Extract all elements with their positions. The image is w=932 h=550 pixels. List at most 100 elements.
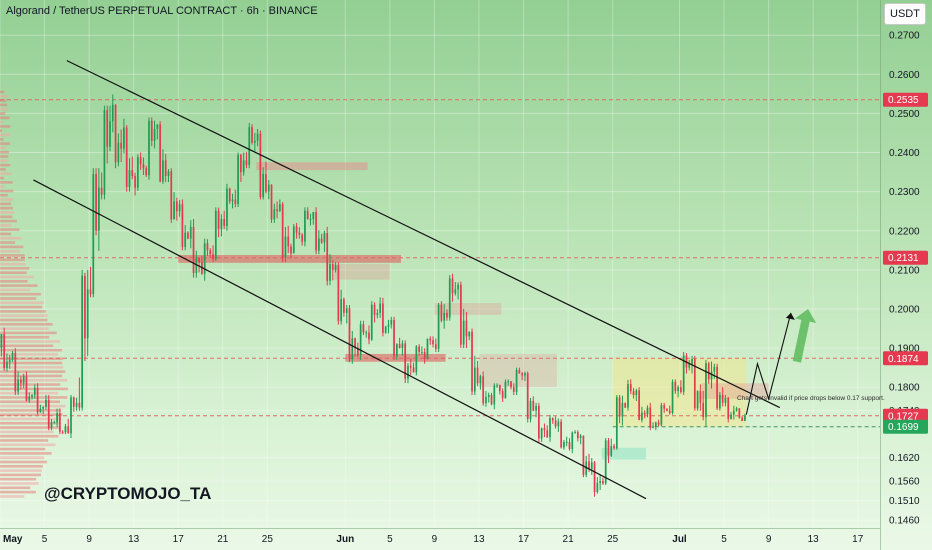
candle-body — [721, 395, 724, 403]
candle-body — [629, 384, 632, 392]
candle-body — [418, 346, 420, 352]
candle-body — [660, 405, 663, 425]
candle-body — [72, 397, 75, 407]
candle-body — [593, 462, 596, 493]
candle-body — [551, 418, 554, 421]
price-label-box — [883, 351, 928, 366]
candle-body — [234, 199, 237, 205]
candle-body — [643, 412, 646, 415]
candle-body — [175, 201, 178, 212]
candle-body — [253, 140, 256, 143]
price-tick-label: 0.1900 — [889, 344, 920, 355]
volume-bar — [0, 482, 39, 485]
candle-body — [448, 278, 451, 318]
candle-body — [189, 226, 192, 239]
candle-body — [493, 385, 496, 405]
candle-body — [22, 376, 25, 384]
candle-body — [164, 160, 167, 176]
volume-bar — [0, 366, 64, 369]
candle-body — [512, 387, 515, 392]
candle-body — [292, 226, 295, 254]
candle-body — [705, 363, 707, 417]
price-label-value: 0.2535 — [888, 95, 919, 106]
candle-body — [515, 369, 518, 392]
candle-body — [546, 430, 549, 438]
candle-body — [61, 431, 64, 433]
candle-body — [510, 381, 512, 388]
currency-unit-button[interactable]: USDT — [884, 3, 926, 25]
candle-body — [379, 303, 381, 313]
volume-bar — [0, 297, 37, 300]
zone-box — [178, 255, 402, 263]
price-label-box — [883, 419, 928, 434]
candle-body — [719, 395, 721, 409]
zone-box — [601, 447, 647, 460]
candle-body — [373, 304, 376, 315]
candle-body — [479, 376, 482, 384]
price-label-box — [883, 250, 928, 265]
volume-bar — [0, 181, 13, 184]
candle-body — [145, 168, 148, 176]
candle-body — [59, 413, 61, 432]
candle-body — [351, 338, 354, 360]
volume-bar — [0, 292, 41, 296]
time-tick-label: 21 — [563, 534, 575, 545]
time-tick-label: 13 — [473, 534, 485, 545]
volume-bar — [0, 133, 11, 137]
candle-body — [33, 387, 36, 396]
candle-body — [50, 422, 53, 428]
candle-body — [557, 421, 560, 427]
candle-body — [615, 397, 618, 449]
candle-body — [301, 234, 304, 242]
volume-bar — [0, 224, 12, 227]
candle-body — [668, 410, 671, 414]
candle-body — [345, 308, 348, 313]
candle-body — [343, 299, 345, 313]
candle-body — [571, 432, 574, 449]
candle-body — [671, 381, 674, 414]
candle-body — [114, 104, 117, 163]
candle-body — [387, 324, 390, 327]
volume-bar — [0, 340, 60, 343]
candle-body — [485, 396, 487, 404]
volume-bar — [0, 434, 59, 438]
candle-body — [212, 254, 214, 259]
volume-bar — [0, 439, 49, 442]
zone-box — [434, 303, 502, 315]
candle-body — [20, 379, 22, 384]
zone-box — [334, 264, 390, 280]
volume-bar — [0, 155, 9, 158]
candle-body — [487, 395, 490, 397]
candle-body — [304, 210, 306, 242]
volume-bar — [0, 421, 59, 425]
candle-body — [214, 210, 217, 259]
candle-body — [602, 481, 604, 484]
candle-body — [298, 232, 301, 235]
price-tick-label: 0.1800 — [889, 383, 920, 394]
candle-body — [691, 359, 693, 364]
candle-body — [699, 391, 702, 403]
candle-body — [348, 308, 351, 360]
volume-bar — [0, 314, 48, 318]
candle-body — [473, 367, 476, 392]
price-label-value: 0.1874 — [888, 354, 919, 365]
candle-body — [730, 414, 732, 419]
candle-body — [437, 304, 440, 349]
candle-body — [70, 397, 72, 434]
candle-body — [178, 204, 181, 212]
candle-body — [226, 188, 228, 227]
volume-bar — [0, 378, 68, 382]
volume-bar — [0, 198, 14, 201]
candle-body — [256, 133, 259, 141]
volume-bar — [0, 361, 63, 365]
candle-body — [451, 278, 454, 294]
candle-body — [315, 211, 317, 251]
candle-body — [354, 338, 356, 349]
candle-body — [501, 391, 504, 399]
candle-body — [657, 422, 660, 425]
price-label-value: 0.2131 — [888, 253, 919, 264]
volume-bar — [0, 335, 50, 339]
candle-body — [540, 428, 543, 439]
candle-body — [203, 243, 206, 274]
